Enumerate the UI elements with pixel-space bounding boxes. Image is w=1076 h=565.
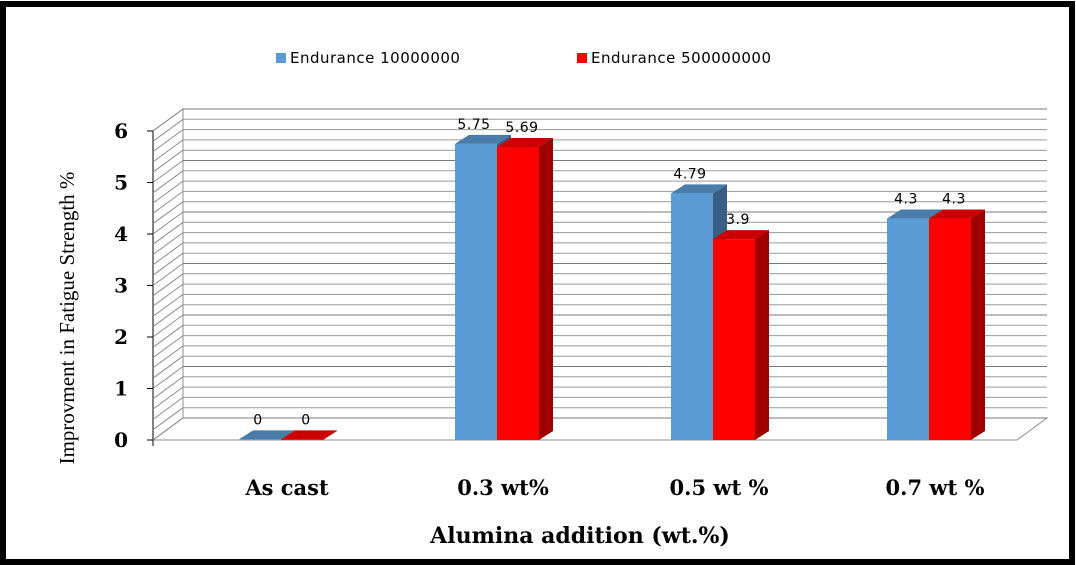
bar-front [671, 193, 713, 440]
gridline-side [152, 366, 184, 389]
bar-front [239, 439, 281, 440]
gridline-side [152, 293, 184, 317]
x-category-label: 0.3 wt% [457, 475, 549, 500]
gridline-side [152, 355, 184, 379]
y-tick-label: 5 [114, 171, 128, 195]
data-label: 5.69 [505, 120, 538, 136]
gridline-side [152, 242, 184, 266]
gridline-side [152, 345, 184, 369]
y-tick-label: 1 [114, 377, 128, 401]
legend-label: Endurance 500000000 [591, 49, 772, 67]
gridline-side [152, 335, 184, 359]
gridline-side [152, 190, 184, 214]
gridline-side [152, 170, 184, 194]
bar-top [713, 230, 769, 240]
gridline-side [152, 417, 184, 441]
gridline-side [152, 407, 184, 431]
gridline-side [152, 180, 184, 204]
y-tick-labels: 0 1 2 3 4 5 6 [114, 119, 128, 452]
bar-side [755, 230, 769, 440]
bar-side [323, 430, 337, 440]
bar-top [929, 209, 985, 219]
gridline-side [152, 396, 184, 420]
gridline-side [152, 376, 184, 400]
y-tick-label: 3 [114, 274, 128, 298]
gridline-side [152, 263, 184, 286]
bar-top [281, 430, 337, 440]
legend-swatch [276, 53, 286, 63]
data-label: 4.3 [942, 192, 966, 208]
bar-front [455, 143, 497, 440]
data-label: 5.75 [457, 117, 490, 133]
gridline-side [152, 283, 184, 307]
bar-front [713, 239, 755, 440]
gridline-side [152, 160, 184, 183]
gridline-side [152, 108, 184, 132]
data-label: 3.9 [726, 212, 750, 228]
gridline-side [152, 252, 184, 276]
y-axis-title: Improvment in Fatigue Strength % [55, 172, 79, 465]
bar-side [971, 209, 985, 440]
gridline-side [152, 201, 184, 225]
data-label: 0 [253, 412, 262, 428]
y-tick-label: 6 [114, 119, 128, 143]
data-label: 0 [301, 412, 310, 428]
bar-top [455, 134, 511, 144]
gridline-side [152, 221, 184, 245]
bar-top [887, 209, 943, 219]
bar-side [539, 137, 553, 440]
bar-top [239, 430, 295, 440]
x-axis-title: Alumina addition (wt.%) [429, 523, 730, 549]
gridline-side [152, 211, 184, 235]
gridline-side [152, 139, 184, 163]
x-category-label: 0.7 wt % [886, 475, 985, 500]
y-tick-label: 0 [114, 428, 128, 452]
gridline-side [152, 149, 184, 173]
legend-swatch [577, 53, 587, 63]
bars [239, 134, 985, 440]
data-label: 4.79 [673, 166, 706, 182]
bar-front [497, 146, 539, 440]
gridline-side [152, 129, 184, 153]
x-category-label: 0.5 wt % [670, 475, 769, 500]
gridline-side [152, 118, 184, 142]
gridline-side [152, 314, 184, 338]
y-tick-label: 2 [114, 325, 128, 349]
gridline-side [152, 304, 184, 328]
bar-top [671, 184, 727, 194]
legend: Endurance 10000000 Endurance 500000000 [276, 49, 772, 67]
data-label: 4.3 [894, 192, 918, 208]
gridline-side [152, 386, 184, 410]
x-category-labels: As cast 0.3 wt% 0.5 wt % 0.7 wt % [244, 475, 984, 500]
data-labels: 0 0 5.75 5.69 4.79 3.9 4.3 4.3 [253, 117, 966, 429]
bar-top [497, 137, 553, 147]
gridline-side [152, 273, 184, 297]
bar-front [929, 218, 971, 440]
bar-front [281, 439, 323, 440]
gridline-side [152, 232, 184, 256]
bar-front [887, 218, 929, 440]
x-category-label: As cast [244, 475, 329, 500]
gridline-side [152, 324, 184, 348]
legend-label: Endurance 10000000 [290, 49, 460, 67]
y-tick-label: 4 [114, 222, 128, 246]
